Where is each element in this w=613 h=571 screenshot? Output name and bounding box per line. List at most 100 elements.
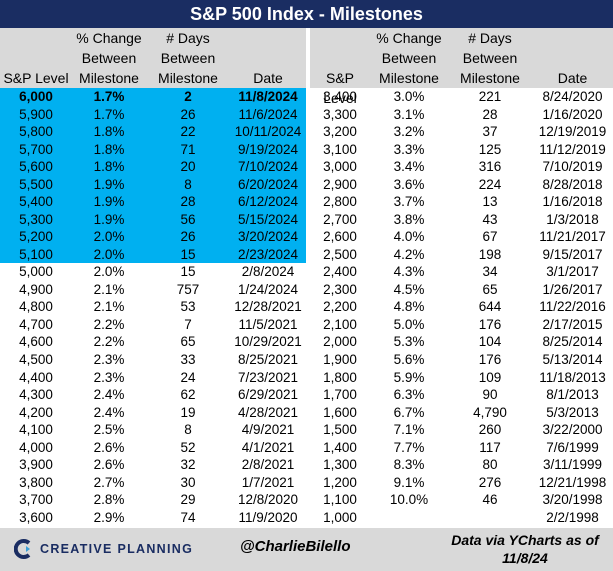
logo-text: CREATIVE PLANNING xyxy=(40,542,194,556)
cell-pct: 6.7% xyxy=(393,404,425,420)
cell-pct: 2.2% xyxy=(93,316,125,332)
cell-days xyxy=(448,508,532,526)
cell-pct: 3.2% xyxy=(393,124,425,140)
cell-pct: 2.3% xyxy=(93,351,125,367)
cell-level: 1,900 xyxy=(323,351,357,367)
source-line-2: 11/8/24 xyxy=(502,550,548,566)
table-row: 2,200 4.8% 644 11/22/2016 xyxy=(310,298,613,316)
cell-days: 28 xyxy=(482,106,498,122)
table-row: 3,100 3.3% 125 11/12/2019 xyxy=(310,141,613,159)
header-days-left: # Days Between Milestone xyxy=(158,30,218,86)
cell-level: 1,300 xyxy=(323,457,357,473)
cell-pct: 3.4% xyxy=(393,159,425,175)
header-band-right xyxy=(310,28,613,88)
cell-date: 11/8/2024 xyxy=(238,89,298,105)
table-row: 2,800 3.7% 13 1/16/2018 xyxy=(310,193,613,211)
cell-pct: 10.0% xyxy=(389,492,429,508)
cell-level: 3,700 xyxy=(19,492,53,508)
cell-days: 757 xyxy=(176,281,200,297)
table-row: 5,200 2.0% 26 3/20/2024 xyxy=(0,228,306,246)
cell-date: 1/16/2018 xyxy=(542,194,603,210)
cell-pct: 2.6% xyxy=(93,457,125,473)
cell-days: 117 xyxy=(479,439,501,455)
table-row: 4,800 2.1% 53 12/28/2021 xyxy=(0,298,306,316)
cell-level: 5,600 xyxy=(19,159,53,175)
table-row: 5,400 1.9% 28 6/12/2024 xyxy=(0,193,306,211)
cell-level: 2,100 xyxy=(323,316,357,332)
table-row: 2,600 4.0% 67 11/21/2017 xyxy=(310,228,613,246)
cell-date: 1/26/2017 xyxy=(542,281,603,297)
cell-pct: 1.9% xyxy=(93,211,125,227)
table-row: 5,500 1.9% 8 6/20/2024 xyxy=(0,176,306,194)
cell-date: 3/11/1999 xyxy=(542,457,603,473)
cell-level: 4,100 xyxy=(19,422,53,438)
footer-band xyxy=(0,528,613,571)
cell-level: 6,000 xyxy=(19,89,53,105)
cell-level: 2,400 xyxy=(323,264,357,280)
cell-date: 11/12/2019 xyxy=(539,141,606,157)
cell-days: 176 xyxy=(478,351,502,367)
cell-date: 1/7/2021 xyxy=(241,474,295,490)
cell-level: 1,100 xyxy=(323,492,357,508)
cell-level: 1,600 xyxy=(323,404,357,420)
table-row: 3,300 3.1% 28 1/16/2020 xyxy=(310,106,613,124)
cell-days: 8 xyxy=(184,176,192,192)
table-row: 4,300 2.4% 62 6/29/2021 xyxy=(0,386,306,404)
cell-days: 109 xyxy=(478,369,502,385)
cell-date: 7/6/1999 xyxy=(546,439,599,455)
cell-days: 176 xyxy=(478,316,502,332)
cell-pct: 3.7% xyxy=(393,194,425,210)
cell-days: 43 xyxy=(482,211,498,227)
cell-level: 4,000 xyxy=(19,439,53,455)
table-row: 1,000 2/2/1998 xyxy=(310,508,613,526)
cell-level: 3,100 xyxy=(323,141,357,157)
cell-pct: 5.6% xyxy=(393,351,425,367)
cell-date: 12/28/2021 xyxy=(234,299,302,315)
cell-pct: 1.8% xyxy=(93,124,125,140)
cell-date: 1/3/2018 xyxy=(546,211,599,227)
cell-days: 26 xyxy=(180,229,196,245)
cell-date: 11/5/2021 xyxy=(238,316,298,332)
cell-level: 2,300 xyxy=(323,281,357,297)
cell-date: 6/29/2021 xyxy=(237,387,299,403)
header-date-right: Date xyxy=(557,70,588,86)
cell-level: 3,600 xyxy=(19,509,53,525)
cell-date: 5/3/2013 xyxy=(546,404,599,420)
cell-days: 90 xyxy=(482,387,498,403)
cell-level: 5,200 xyxy=(19,229,53,245)
cell-days: 53 xyxy=(180,299,196,315)
cell-pct: 2.4% xyxy=(93,404,125,420)
table-row: 1,900 5.6% 176 5/13/2014 xyxy=(310,351,613,369)
cell-pct: 1.8% xyxy=(93,141,125,157)
cell-date: 1/24/2024 xyxy=(237,281,299,297)
cell-pct: 3.3% xyxy=(393,141,425,157)
cell-pct: 2.1% xyxy=(93,299,125,315)
table-row: 2,500 4.2% 198 9/15/2017 xyxy=(310,246,613,264)
cell-date: 4/9/2021 xyxy=(241,422,295,438)
cell-pct: 2.3% xyxy=(93,369,125,385)
table-row: 2,900 3.6% 224 8/28/2018 xyxy=(310,176,613,194)
header-days-right: # Days Between Milestone xyxy=(460,30,520,86)
cell-date: 2/8/2021 xyxy=(241,457,295,473)
cell-pct: 4.8% xyxy=(393,299,425,315)
cell-date: 1/16/2020 xyxy=(542,106,603,122)
cell-date: 11/9/2020 xyxy=(238,509,298,525)
cell-pct: 1.7% xyxy=(93,89,125,105)
creative-planning-logo: CREATIVE PLANNING xyxy=(14,539,193,559)
cell-level: 5,900 xyxy=(19,106,53,122)
cell-pct: 1.8% xyxy=(93,159,125,175)
table-row: 4,100 2.5% 8 4/9/2021 xyxy=(0,421,306,439)
table-row: 4,500 2.3% 33 8/25/2021 xyxy=(0,351,306,369)
cell-days: 74 xyxy=(180,509,196,525)
table-row: 3,800 2.7% 30 1/7/2021 xyxy=(0,473,306,491)
table-row: 2,100 5.0% 176 2/17/2015 xyxy=(310,316,613,334)
cell-level: 1,400 xyxy=(323,439,357,455)
cell-level: 3,400 xyxy=(323,89,357,105)
cell-pct: 2.2% xyxy=(93,334,125,350)
cell-level: 1,500 xyxy=(323,422,357,438)
table-row: 2,000 5.3% 104 8/25/2014 xyxy=(310,333,613,351)
cell-pct: 2.9% xyxy=(93,509,125,525)
cell-level: 1,700 xyxy=(323,387,357,403)
header-level-left: S&P Level xyxy=(3,70,69,86)
cell-pct: 2.5% xyxy=(93,422,125,438)
